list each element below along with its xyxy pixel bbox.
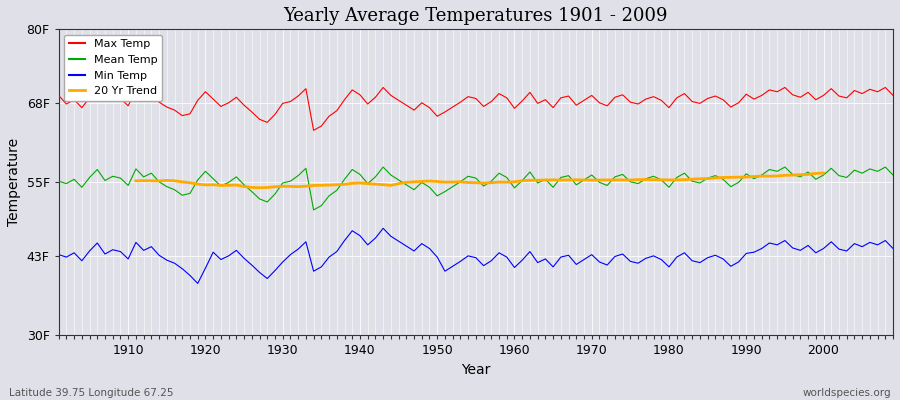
Text: worldspecies.org: worldspecies.org [803, 388, 891, 398]
Legend: Max Temp, Mean Temp, Min Temp, 20 Yr Trend: Max Temp, Mean Temp, Min Temp, 20 Yr Tre… [64, 35, 162, 101]
Title: Yearly Average Temperatures 1901 - 2009: Yearly Average Temperatures 1901 - 2009 [284, 7, 668, 25]
X-axis label: Year: Year [461, 363, 491, 377]
Y-axis label: Temperature: Temperature [7, 138, 21, 226]
Text: Latitude 39.75 Longitude 67.25: Latitude 39.75 Longitude 67.25 [9, 388, 174, 398]
